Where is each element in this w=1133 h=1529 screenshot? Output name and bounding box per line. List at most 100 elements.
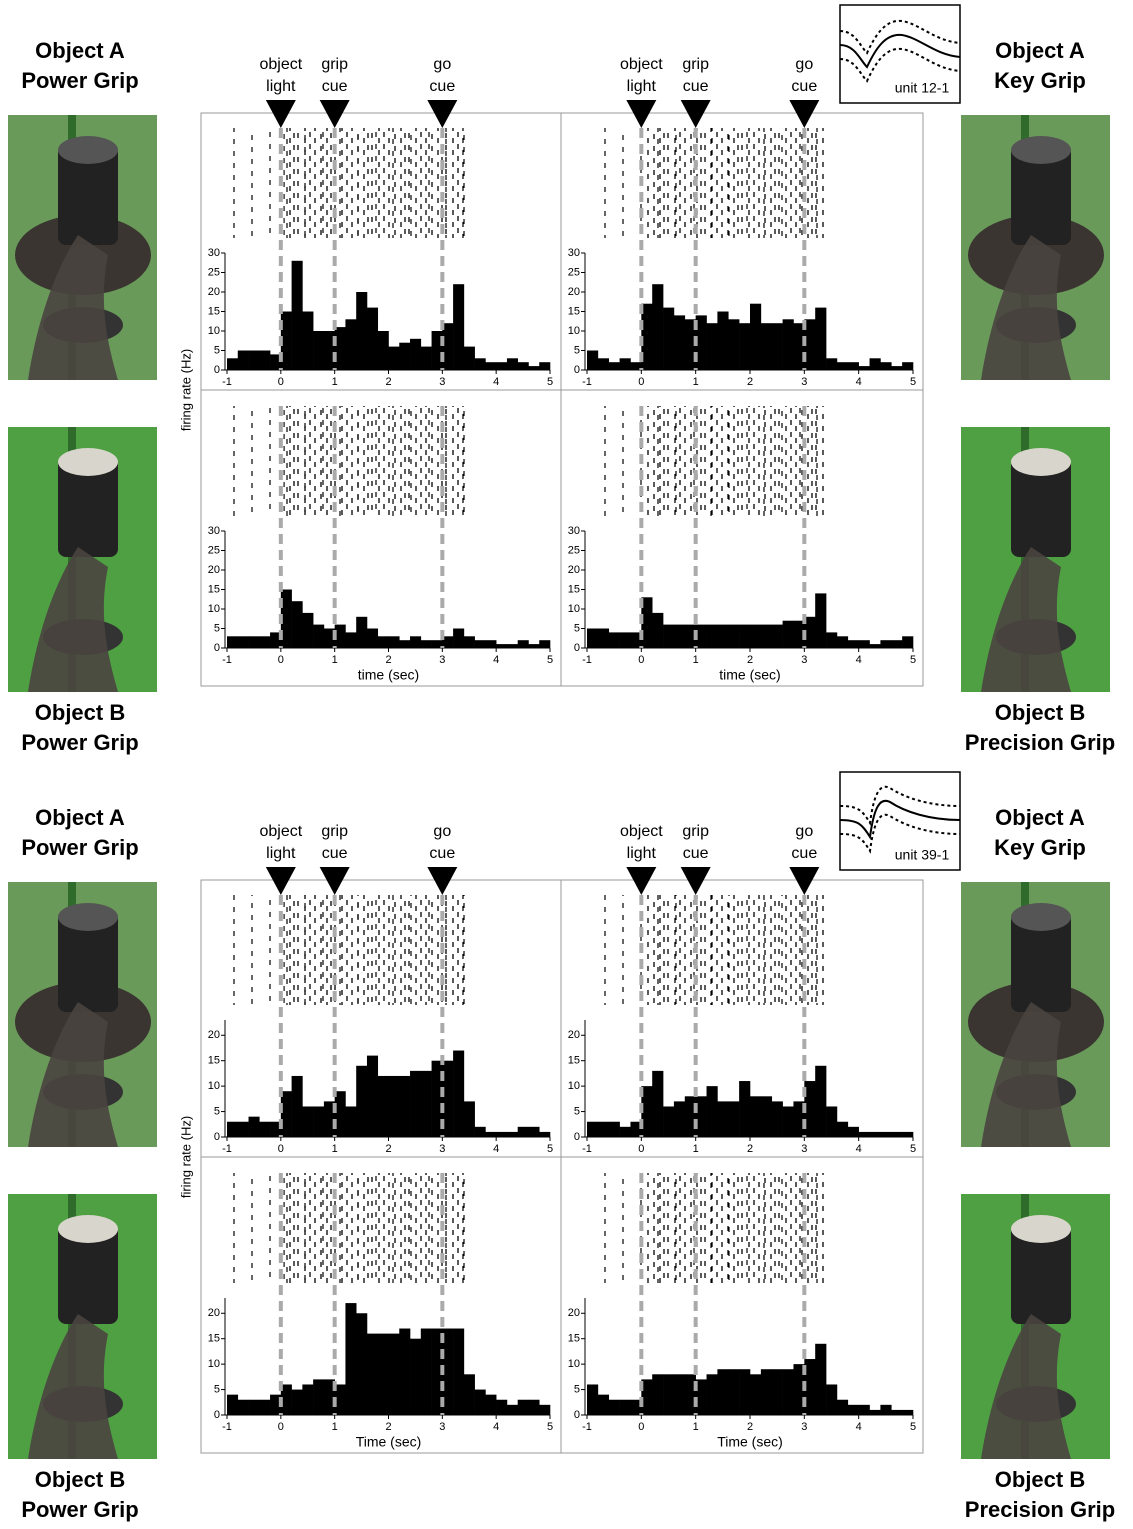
event-label: light [266, 78, 296, 95]
photo [961, 115, 1110, 380]
y-tick-label: 30 [568, 525, 580, 537]
condition-label: Power Grip [21, 68, 138, 93]
bar [227, 636, 239, 648]
y-tick-label: 30 [208, 247, 220, 259]
condition-label: Object B [35, 1467, 125, 1492]
bar [880, 1404, 892, 1415]
photo-top [1011, 1215, 1071, 1243]
bar [858, 1404, 870, 1415]
event-marker [427, 100, 458, 128]
bar [356, 1313, 368, 1415]
bar [782, 620, 794, 648]
bar [302, 1106, 314, 1137]
panel-frame [200, 112, 924, 687]
x-tick-label: 1 [693, 1143, 699, 1155]
y-tick-label: 20 [568, 1307, 580, 1319]
bar [313, 1106, 325, 1137]
event-label: cue [322, 78, 348, 95]
bar [506, 358, 518, 370]
bar [815, 593, 827, 648]
x-tick-label: -1 [222, 654, 232, 666]
x-tick-label: 3 [801, 1143, 807, 1155]
y-tick-label: 5 [574, 344, 580, 356]
bar [804, 616, 816, 648]
bar [506, 644, 518, 648]
y-tick-label: 10 [568, 603, 580, 615]
x-tick-label: 4 [856, 1421, 862, 1433]
waveform-mean [839, 799, 961, 840]
y-tick-label: 5 [574, 1383, 580, 1395]
bar [684, 1096, 696, 1137]
condition-label: Object A [995, 38, 1085, 63]
photo-hand [981, 547, 1071, 692]
bar [847, 1404, 859, 1415]
bar [528, 1126, 540, 1137]
bar [248, 1399, 260, 1415]
bar [227, 358, 239, 370]
bar [597, 358, 610, 370]
condition-label: Power Grip [21, 1497, 138, 1522]
y-tick-label: 0 [574, 364, 580, 376]
y-tick-label: 20 [208, 1029, 220, 1041]
x-tick-label: 4 [493, 1421, 499, 1433]
bar [695, 315, 707, 370]
photo [961, 882, 1110, 1147]
x-tick-label: -1 [582, 1421, 592, 1433]
event-label: light [627, 845, 657, 862]
photo-hand [28, 547, 118, 692]
y-tick-label: 15 [208, 305, 220, 317]
event-marker [680, 867, 711, 895]
condition-label: Object B [995, 700, 1085, 725]
bar [431, 1328, 443, 1415]
bar [506, 1131, 518, 1137]
y-tick-label: 20 [208, 564, 220, 576]
bar [539, 640, 551, 648]
bar [496, 644, 508, 648]
condition-label: Key Grip [994, 835, 1086, 860]
bar [641, 1086, 653, 1137]
bar [259, 350, 271, 370]
bar [237, 1399, 249, 1415]
bar [684, 1374, 696, 1415]
y-tick-label: 25 [208, 266, 220, 278]
bar [270, 1394, 282, 1415]
bar [410, 636, 422, 648]
condition-label: Key Grip [994, 68, 1086, 93]
bar [323, 628, 335, 648]
photo-top [58, 448, 118, 476]
bar [453, 1050, 465, 1137]
x-tick-label: 3 [801, 376, 807, 388]
condition-label: Precision Grip [965, 730, 1115, 755]
event-label: object [259, 56, 302, 73]
bar [587, 1121, 599, 1137]
bar [728, 1101, 740, 1137]
bar [760, 1369, 773, 1415]
photo-top [58, 903, 118, 931]
bar [237, 1121, 249, 1137]
y-tick-label: 5 [214, 1105, 220, 1117]
bar [485, 640, 497, 648]
raster [644, 1173, 827, 1283]
photo [8, 427, 157, 692]
bar [528, 644, 540, 648]
photo [961, 427, 1110, 692]
x-axis-label: Time (sec) [717, 1434, 783, 1450]
bar [619, 632, 631, 648]
photo-hand [28, 235, 118, 380]
bar [673, 315, 686, 370]
y-tick-label: 0 [574, 1409, 580, 1421]
bar [442, 1328, 454, 1415]
raster [644, 895, 827, 1005]
bar [248, 1116, 260, 1137]
waveform-sd [839, 19, 961, 55]
bar [270, 1121, 282, 1137]
photo-hand [28, 1002, 118, 1147]
bar [804, 1081, 816, 1137]
bar [760, 624, 773, 648]
condition-label: Power Grip [21, 730, 138, 755]
y-tick-label: 10 [208, 1358, 220, 1370]
bar [345, 319, 357, 370]
bar [388, 1075, 400, 1137]
x-tick-label: 2 [747, 1143, 753, 1155]
photo-top [1011, 448, 1071, 476]
